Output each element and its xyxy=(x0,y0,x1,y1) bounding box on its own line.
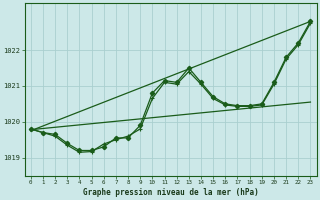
X-axis label: Graphe pression niveau de la mer (hPa): Graphe pression niveau de la mer (hPa) xyxy=(83,188,259,197)
